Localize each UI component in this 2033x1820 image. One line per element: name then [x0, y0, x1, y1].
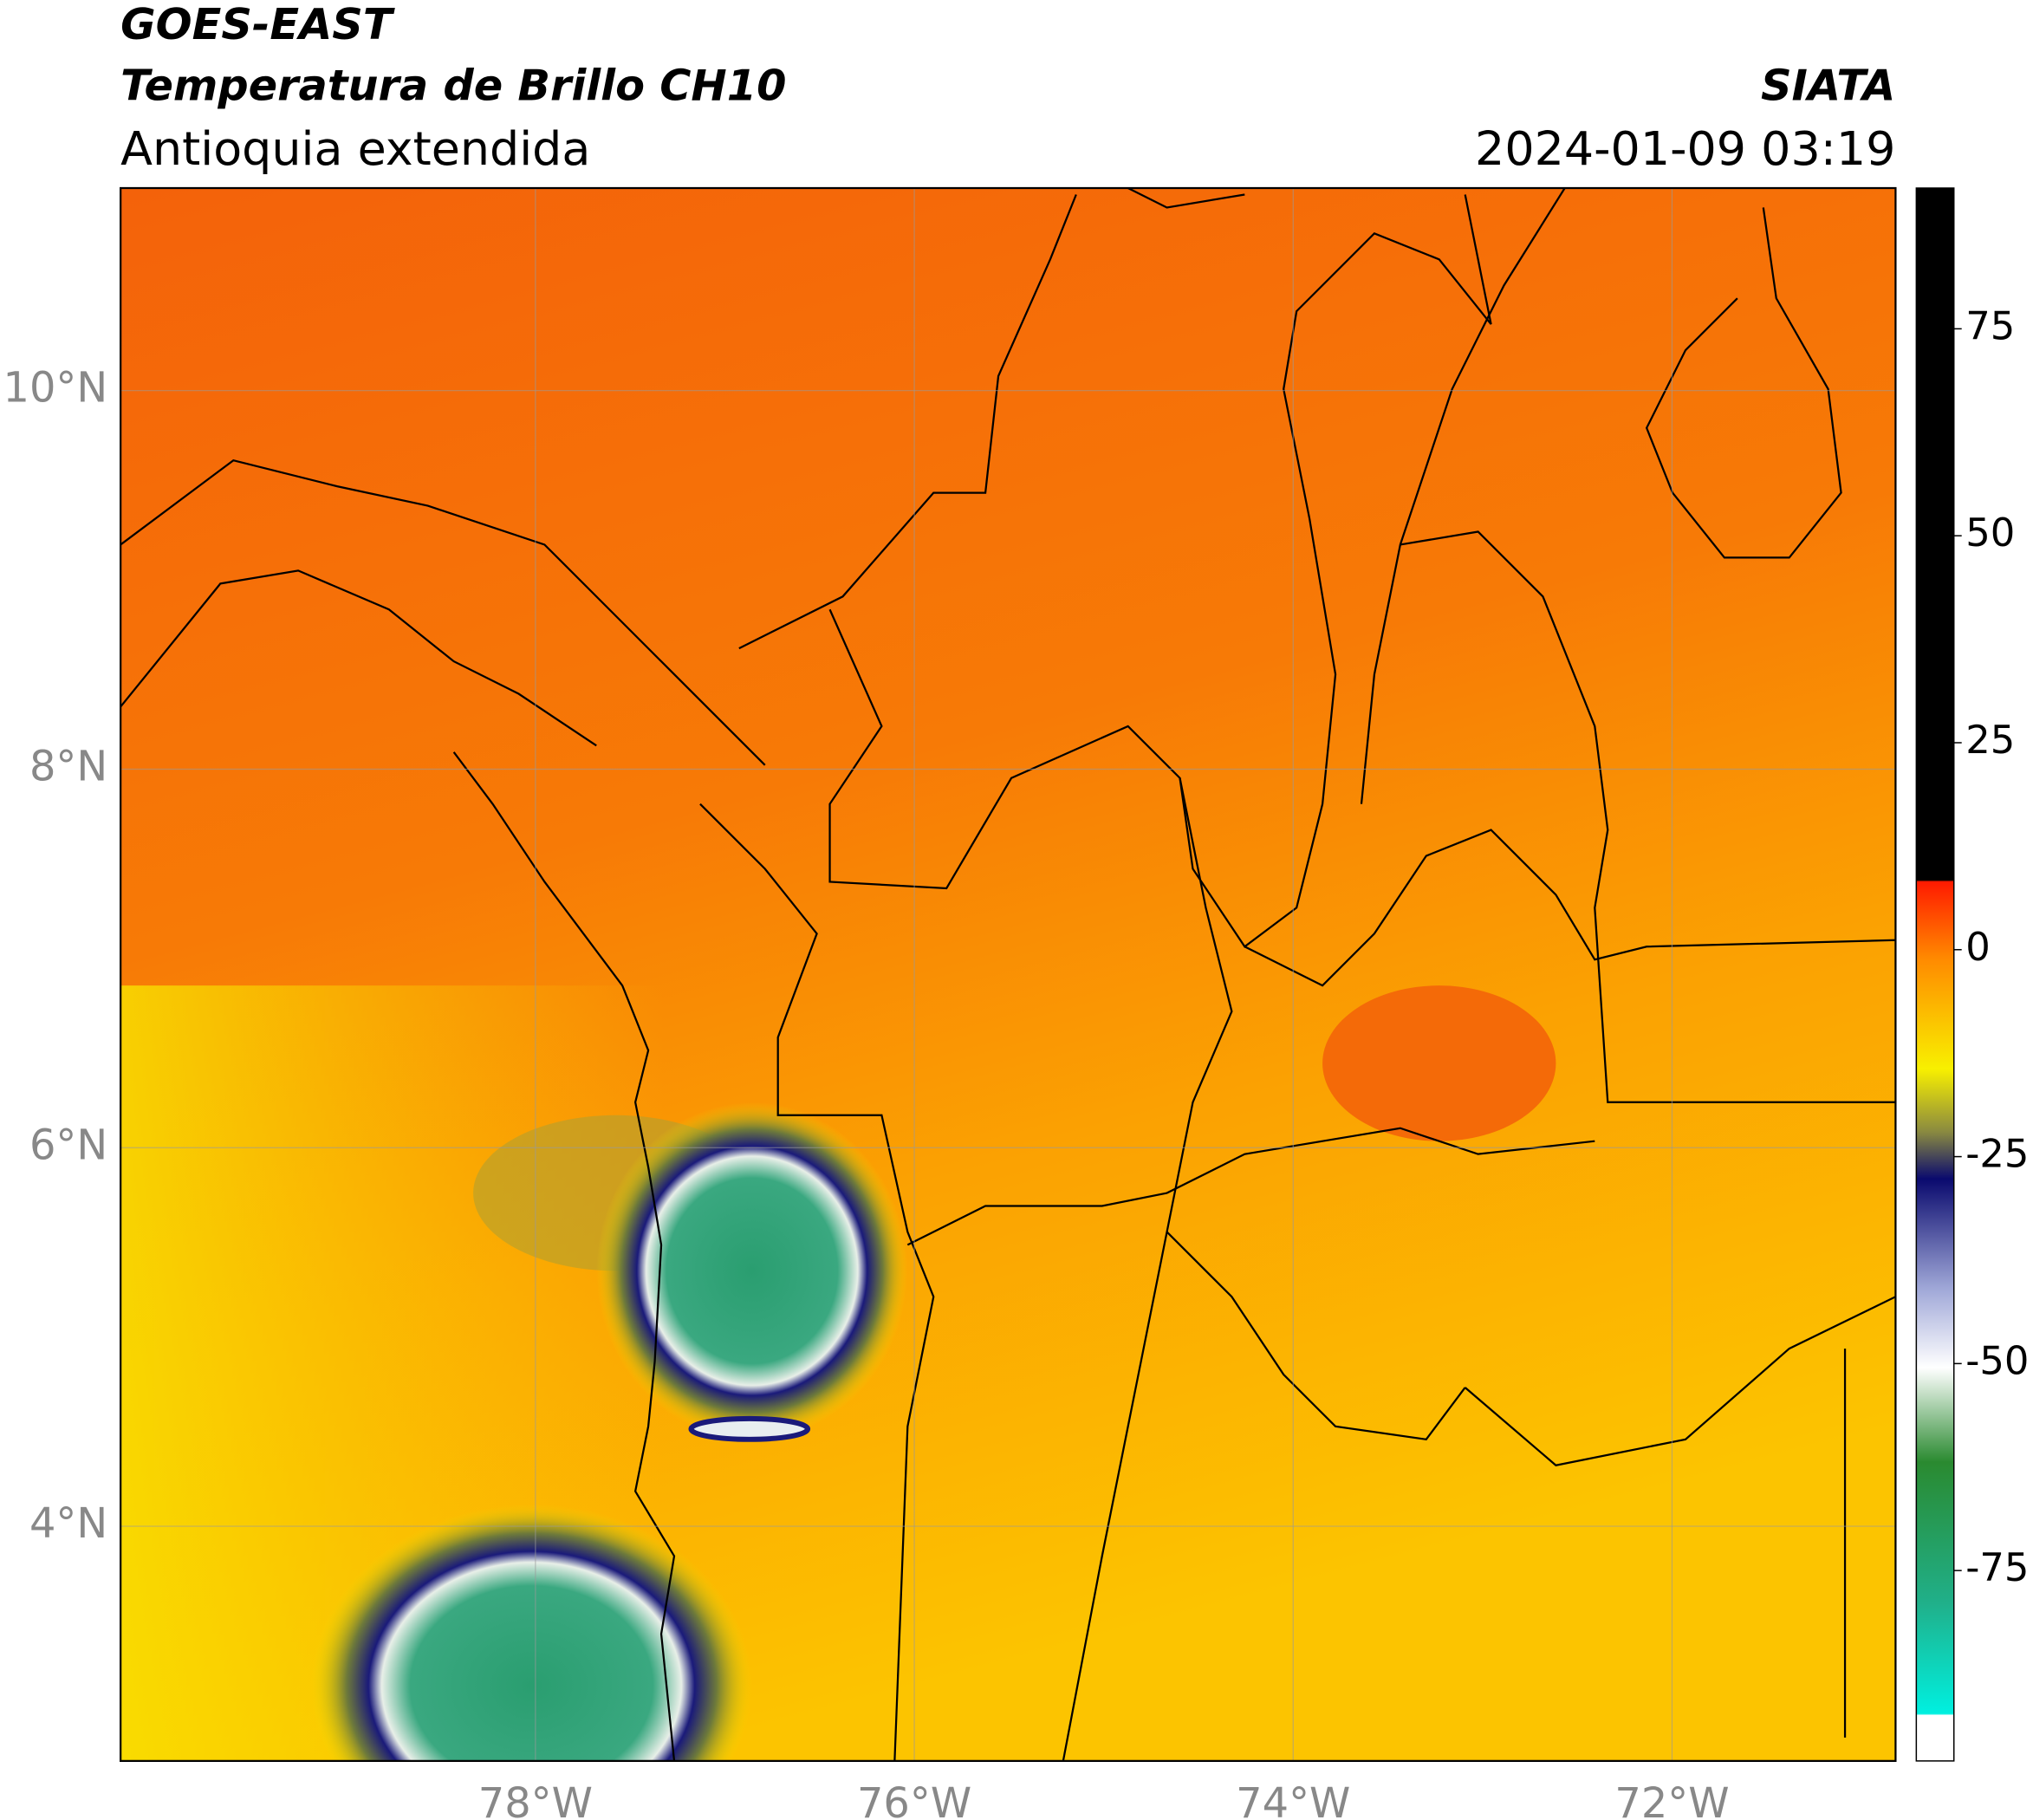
colorbar: [1915, 187, 1955, 1762]
colorbar-tick-label: -25: [1965, 1131, 2029, 1177]
lon-tick-label: 76°W: [857, 1780, 971, 1820]
map-frame: [120, 186, 1897, 1762]
lat-tick-label: 8°N: [29, 743, 107, 790]
colorbar-tick-label: 50: [1965, 510, 2015, 556]
satellite-image: [120, 188, 1896, 1761]
colorbar-tick-label: -75: [1965, 1544, 2029, 1590]
lat-tick-label: 6°N: [29, 1121, 107, 1169]
lat-tick-label: 4°N: [29, 1500, 107, 1548]
colorbar-tick-label: 0: [1965, 924, 1991, 970]
colorbar-tick-label: 75: [1965, 302, 2015, 348]
storm-cell: [311, 1504, 752, 1761]
lon-tick-label: 78°W: [478, 1780, 593, 1820]
title: GOES-EAST: [120, 0, 395, 49]
subtitle: Temperatura de Brillo CH10: [120, 60, 786, 110]
cloud-band: [688, 1415, 811, 1442]
borders: [120, 188, 1896, 1761]
source: SIATA: [1761, 60, 1895, 110]
datetime: 2024-01-09 03:19: [1475, 121, 1895, 176]
storm-cell: [596, 1102, 908, 1440]
graticule: [120, 188, 1896, 1761]
region: Antioquia extendida: [120, 121, 590, 176]
colorbar-tick-label: 25: [1965, 717, 2015, 763]
colorbar-tick-label: -50: [1965, 1337, 2029, 1383]
lon-tick-label: 72°W: [1614, 1780, 1729, 1820]
lat-tick-label: 10°N: [3, 365, 108, 413]
warm-patch: [1322, 985, 1556, 1141]
lon-tick-label: 74°W: [1236, 1780, 1350, 1820]
tick-labels: 78°W 76°W 74°W 72°W 10°N 8°N 6°N 4°N 75 50 25 0 -25 -…: [3, 302, 2030, 1820]
